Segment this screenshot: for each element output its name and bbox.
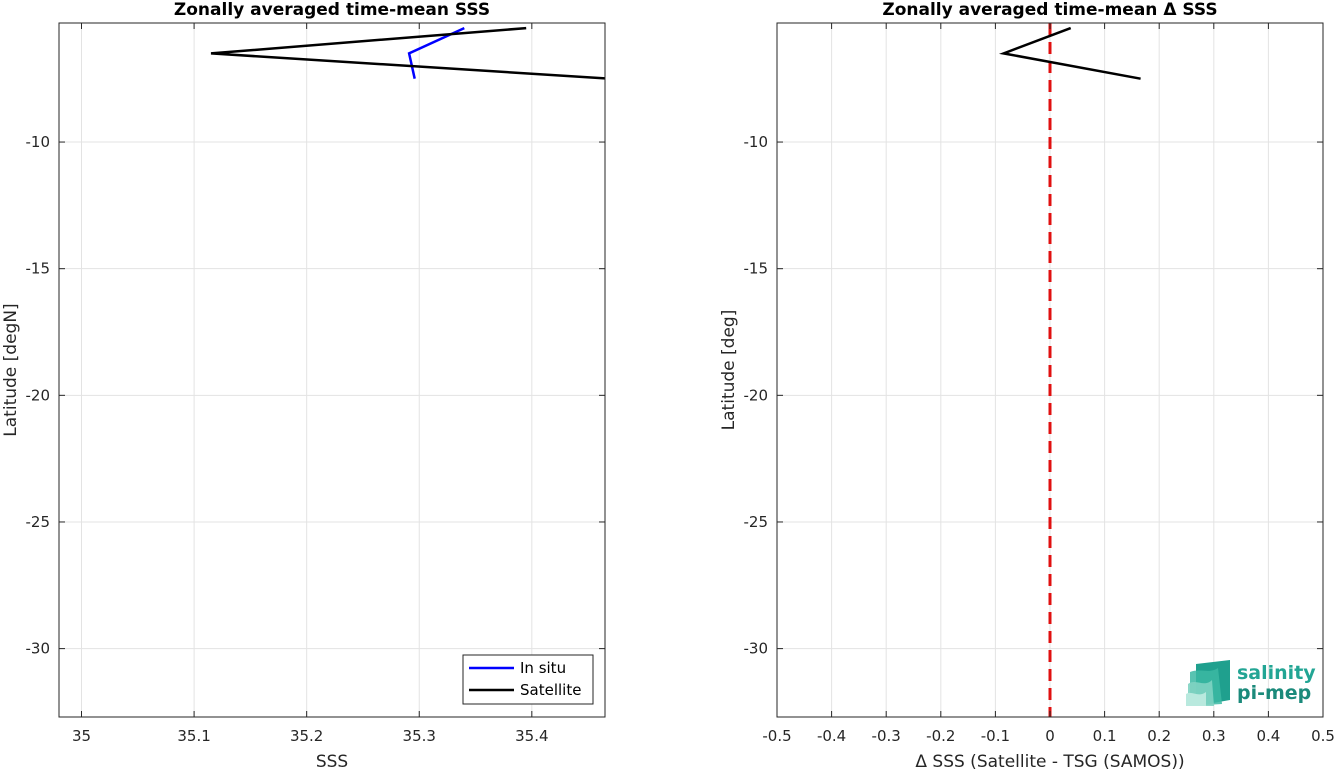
right-x-tick-label: -0.2 xyxy=(926,727,955,745)
right-x-axis-label: Δ SSS (Satellite - TSG (SAMOS)) xyxy=(915,752,1184,769)
right-x-tick-label: 0 xyxy=(1045,727,1055,745)
right-chart-panel: Zonally averaged time-mean Δ SSS -0.5 -0.… xyxy=(719,0,1335,769)
right-y-tick-label: -25 xyxy=(744,513,769,531)
left-x-tick-label: 35.2 xyxy=(290,727,323,745)
right-y-tick-label: -15 xyxy=(744,260,769,278)
left-ticks: 35 35.1 35.2 35.3 35.4 -10 -15 -20 -25 -30 xyxy=(26,23,605,745)
right-x-tick-label: -0.5 xyxy=(762,727,791,745)
right-series-line-delta xyxy=(998,26,1141,80)
logo-text-salinity: salinity xyxy=(1237,662,1316,684)
right-x-tick-label: 0.4 xyxy=(1256,727,1280,745)
left-y-tick-label: -10 xyxy=(26,133,51,151)
right-chart-title: Zonally averaged time-mean Δ SSS xyxy=(882,0,1217,20)
right-x-tick-label: 0.3 xyxy=(1202,727,1226,745)
left-y-tick-label: -25 xyxy=(26,513,51,531)
left-y-axis-label: Latitude [degN] xyxy=(1,303,21,436)
legend: In situ Satellite xyxy=(462,654,594,705)
right-x-tick-label: -0.4 xyxy=(817,727,846,745)
right-x-tick-label: -0.3 xyxy=(872,727,901,745)
left-y-tick-label: -20 xyxy=(26,386,51,404)
left-grid xyxy=(59,23,605,717)
left-y-tick-label: -15 xyxy=(26,260,51,278)
right-ticks: -0.5 -0.4 -0.3 -0.2 -0.1 0 0.1 0.2 0.3 0.4 0.5 -10 -… xyxy=(744,23,1335,745)
right-x-tick-label: 0.1 xyxy=(1093,727,1117,745)
left-series-line-satellite xyxy=(210,26,605,80)
logo-wave-icon xyxy=(1186,660,1230,706)
right-y-axis-label: Latitude [deg] xyxy=(719,310,739,431)
left-x-tick-label: 35.4 xyxy=(515,727,548,745)
right-y-tick-label: -20 xyxy=(744,386,769,404)
legend-label-in-situ: In situ xyxy=(520,659,566,677)
right-y-tick-label: -30 xyxy=(744,640,769,658)
left-x-tick-label: 35.1 xyxy=(177,727,210,745)
left-series xyxy=(210,26,605,80)
left-x-tick-label: 35.3 xyxy=(403,727,436,745)
left-axes-box xyxy=(58,22,606,718)
logo-text-pi-mep: pi-mep xyxy=(1237,682,1311,704)
legend-box xyxy=(462,654,594,705)
right-x-tick-label: -0.1 xyxy=(981,727,1010,745)
salinity-pi-mep-logo: salinity pi-mep xyxy=(1186,660,1316,706)
legend-label-satellite: Satellite xyxy=(520,681,581,699)
right-x-tick-label: 0.2 xyxy=(1147,727,1171,745)
left-chart-title: Zonally averaged time-mean SSS xyxy=(174,0,490,20)
left-series-line-in-situ xyxy=(407,26,465,79)
right-series xyxy=(998,23,1141,717)
left-x-tick-label: 35 xyxy=(72,727,91,745)
right-x-tick-label: 0.5 xyxy=(1311,727,1335,745)
left-x-axis-label: SSS xyxy=(316,752,348,769)
left-y-tick-label: -30 xyxy=(26,640,51,658)
right-y-tick-label: -10 xyxy=(744,133,769,151)
left-chart-panel: Zonally averaged time-mean SSS 35 35.1 35.… xyxy=(1,0,606,769)
